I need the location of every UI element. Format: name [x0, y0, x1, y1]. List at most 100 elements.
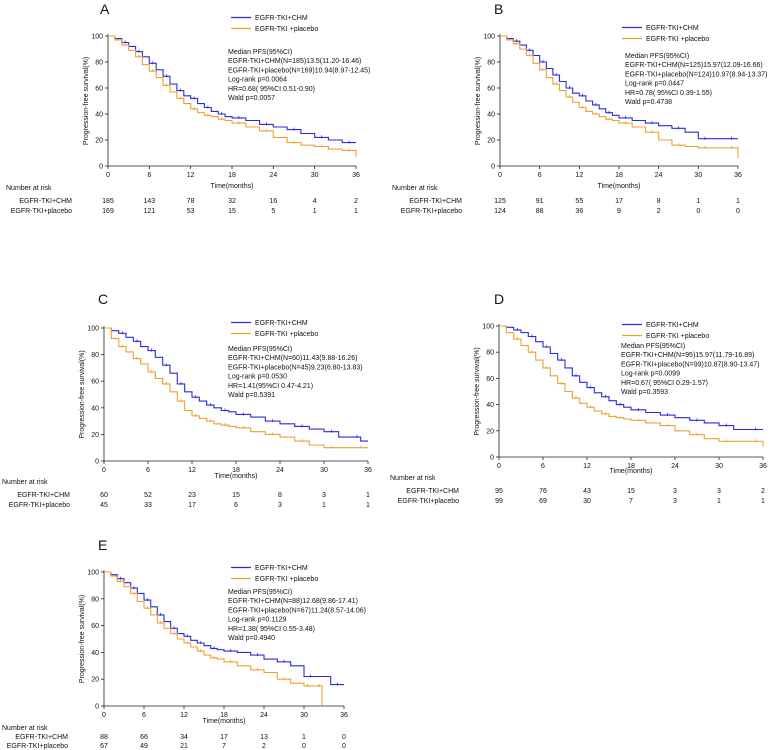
x-tick-label: 0	[106, 172, 110, 179]
risk-value: 0	[302, 743, 306, 750]
legend-label: EGFR-TKI+CHM	[255, 320, 308, 327]
x-tick-label: 6	[146, 467, 150, 474]
stats-line: HR=1.38( 95%CI 0.55-3.48)	[228, 626, 315, 633]
stats-line: EGFR-TKI+placebo(N=99)10.87(8.90-13.47)	[621, 361, 760, 368]
x-tick-label: 36	[352, 172, 360, 179]
x-axis-label: Time(months)	[610, 468, 653, 475]
y-tick-label: 100	[87, 570, 99, 577]
y-tick-label: 20	[487, 138, 495, 145]
risk-row-label: EGFR-TKI+placebo	[9, 502, 70, 509]
x-tick-label: 12	[180, 712, 188, 719]
risk-value: 95	[495, 488, 503, 495]
y-tick-label: 100	[482, 324, 494, 331]
y-tick-label: 100	[483, 34, 495, 41]
risk-value: 76	[539, 488, 547, 495]
risk-value: 66	[140, 734, 148, 741]
panel-letter: B	[494, 1, 503, 17]
risk-value: 8	[278, 492, 282, 499]
stats-line: Median PFS(95%CI)	[228, 346, 292, 353]
stats-line: EGFR-TKI+placebo(N=45)9.23(6.80-13.83)	[228, 364, 363, 371]
x-tick-label: 24	[269, 172, 277, 179]
y-tick-label: 0	[490, 455, 494, 462]
risk-value: 125	[494, 198, 506, 205]
x-tick-label: 36	[340, 712, 348, 719]
stats-line: Wald p=0.4738	[625, 99, 672, 106]
risk-value: 49	[140, 743, 148, 750]
y-tick-label: 0	[95, 704, 99, 711]
stats-line: Median PFS(95%CI)	[228, 49, 292, 56]
risk-value: 0	[342, 734, 346, 741]
x-tick-label: 12	[188, 467, 196, 474]
legend-label: EGFR-TKI +placebo	[255, 26, 318, 33]
stats-line: Log-rank p=0.0447	[625, 81, 684, 88]
y-tick-label: 80	[91, 596, 99, 603]
panel-letter: E	[98, 537, 107, 553]
risk-value: 3	[322, 492, 326, 499]
stats-line: Median PFS(95%CI)	[228, 589, 292, 596]
risk-value: 4	[313, 198, 317, 205]
risk-value: 0	[696, 208, 700, 215]
x-tick-label: 6	[541, 463, 545, 470]
y-tick-label: 60	[91, 379, 99, 386]
risk-value: 15	[627, 488, 635, 495]
risk-value: 0	[736, 208, 740, 215]
y-tick-label: 20	[91, 677, 99, 684]
risk-value: 32	[228, 198, 236, 205]
y-tick-label: 0	[491, 164, 495, 171]
risk-value: 7	[222, 743, 226, 750]
y-axis-label: Progression-free survival(%)	[475, 57, 482, 145]
stats-line: EGFR-TKI+placebo(N=124)10.97(8.94-13.37)	[625, 71, 767, 78]
risk-value: 13	[260, 734, 268, 741]
risk-row-label: EGFR-TKI+CHM	[19, 198, 72, 205]
risk-value: 2	[354, 198, 358, 205]
x-axis-label: Time(months)	[203, 718, 246, 725]
risk-value: 60	[100, 492, 108, 499]
risk-value: 3	[673, 488, 677, 495]
panel-letter: C	[98, 291, 108, 307]
risk-value: 99	[495, 498, 503, 505]
risk-row-label: EGFR-TKI+CHM	[409, 198, 462, 205]
km-curve-chm	[104, 571, 344, 686]
risk-value: 3	[278, 502, 282, 509]
x-tick-label: 0	[102, 712, 106, 719]
stats-line: Log-rank p=0.0099	[621, 371, 680, 378]
km-curve-placebo	[104, 571, 323, 706]
y-tick-label: 80	[486, 350, 494, 357]
x-tick-label: 18	[627, 463, 635, 470]
risk-value: 143	[143, 198, 155, 205]
stats-line: Wald p=0.5391	[228, 392, 275, 399]
risk-value: 30	[583, 498, 591, 505]
x-tick-label: 12	[575, 172, 583, 179]
risk-row-label: EGFR-TKI+CHM	[17, 492, 70, 499]
risk-value: 21	[180, 743, 188, 750]
y-tick-label: 20	[486, 428, 494, 435]
stats-line: HR=0.67( 95%CI 0.29-1.57)	[621, 380, 708, 387]
x-tick-label: 24	[276, 467, 284, 474]
stats-line: Median PFS(95%CI)	[621, 343, 685, 350]
legend-label: EGFR-TKI+CHM	[646, 322, 699, 329]
legend-label: EGFR-TKI +placebo	[255, 576, 318, 583]
risk-value: 1	[736, 198, 740, 205]
y-tick-label: 20	[95, 138, 103, 145]
risk-value: 17	[615, 198, 623, 205]
y-tick-label: 60	[95, 86, 103, 93]
stats-line: Wald p=0.3593	[621, 389, 668, 396]
y-tick-label: 80	[91, 352, 99, 359]
x-axis-label: Time(months)	[211, 183, 254, 190]
y-tick-label: 20	[91, 432, 99, 439]
risk-value: 7	[629, 498, 633, 505]
risk-row-label: EGFR-TKI+placebo	[11, 208, 72, 215]
panel-letter: A	[100, 1, 110, 17]
risk-value: 1	[696, 198, 700, 205]
risk-value: 53	[187, 208, 195, 215]
x-tick-label: 24	[260, 712, 268, 719]
risk-value: 8	[657, 198, 661, 205]
km-curve-placebo	[500, 35, 739, 159]
x-tick-label: 6	[142, 712, 146, 719]
risk-title: Number at risk	[6, 185, 52, 192]
stats-line: Log-rank p=0.0530	[228, 374, 287, 381]
risk-value: 1	[761, 498, 765, 505]
risk-value: 1	[366, 492, 370, 499]
